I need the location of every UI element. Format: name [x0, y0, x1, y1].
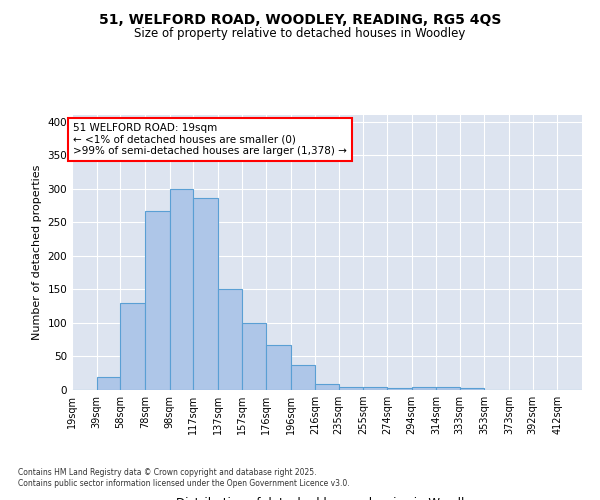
Text: Contains HM Land Registry data © Crown copyright and database right 2025.
Contai: Contains HM Land Registry data © Crown c…: [18, 468, 350, 487]
Text: 51, WELFORD ROAD, WOODLEY, READING, RG5 4QS: 51, WELFORD ROAD, WOODLEY, READING, RG5 …: [99, 12, 501, 26]
Bar: [120, 303, 145, 390]
Bar: [218, 290, 242, 390]
Bar: [412, 386, 436, 390]
Y-axis label: Number of detached properties: Number of detached properties: [32, 165, 42, 340]
Bar: [290, 365, 315, 390]
Bar: [193, 198, 218, 390]
Bar: [436, 388, 460, 390]
Bar: [170, 189, 193, 390]
Text: Size of property relative to detached houses in Woodley: Size of property relative to detached ho…: [134, 28, 466, 40]
X-axis label: Distribution of detached houses by size in Woodley: Distribution of detached houses by size …: [176, 497, 478, 500]
Bar: [460, 388, 484, 390]
Bar: [145, 211, 170, 390]
Bar: [364, 386, 387, 390]
Bar: [242, 323, 266, 390]
Bar: [266, 345, 290, 390]
Bar: [97, 376, 120, 390]
Bar: [315, 384, 339, 390]
Bar: [339, 386, 364, 390]
Text: 51 WELFORD ROAD: 19sqm
← <1% of detached houses are smaller (0)
>99% of semi-det: 51 WELFORD ROAD: 19sqm ← <1% of detached…: [73, 123, 347, 156]
Bar: [387, 388, 412, 390]
